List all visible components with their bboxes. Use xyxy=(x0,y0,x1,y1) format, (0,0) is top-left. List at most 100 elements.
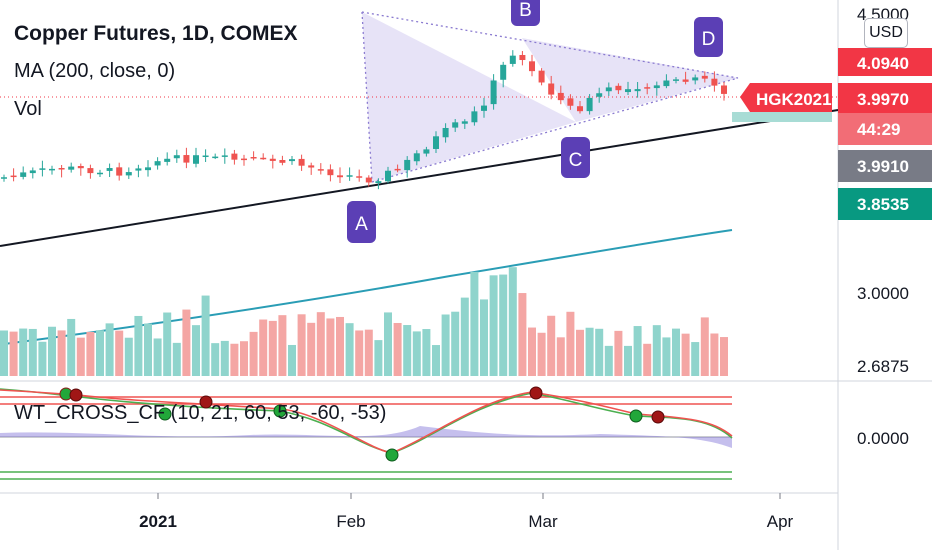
ma-line xyxy=(3,229,733,345)
candle xyxy=(653,85,660,89)
time-tick-2021: 2021 xyxy=(139,512,177,531)
osc-tick-zero: 0.0000 xyxy=(857,429,909,448)
candle xyxy=(289,159,295,162)
volume-bar xyxy=(556,337,565,376)
volume-bar xyxy=(691,342,700,376)
candle xyxy=(577,106,583,112)
volume-bar xyxy=(345,323,354,376)
volume-bar xyxy=(240,341,248,376)
candle xyxy=(375,181,382,184)
candle xyxy=(241,158,247,161)
candle xyxy=(404,159,411,171)
candle xyxy=(145,167,151,171)
volume-bar xyxy=(182,309,191,376)
candle xyxy=(298,158,305,166)
price-tick-2687: 2.6875 xyxy=(857,357,909,376)
currency-button[interactable]: USD xyxy=(864,18,908,48)
candle xyxy=(596,93,603,97)
volume-bar xyxy=(172,342,181,376)
volume-bar xyxy=(547,315,556,376)
volume-bar xyxy=(720,337,728,376)
volume-indicator-label[interactable]: Vol xyxy=(14,98,42,120)
candle xyxy=(212,156,219,159)
volume-bar xyxy=(451,311,460,376)
volume-bar xyxy=(422,329,431,376)
volume-bar xyxy=(384,312,392,376)
candle xyxy=(490,80,497,105)
candle xyxy=(193,155,199,164)
cross-marker-green xyxy=(385,448,399,462)
svg-text:3.9910: 3.9910 xyxy=(857,157,909,176)
pattern-edge-top xyxy=(361,11,739,79)
candle xyxy=(538,70,545,83)
candle xyxy=(413,153,420,162)
candle xyxy=(567,98,574,106)
candle xyxy=(279,159,286,163)
candle xyxy=(68,166,75,170)
candle xyxy=(663,80,670,87)
symbol-tag: HGK2021 xyxy=(740,83,832,112)
pattern-point-d: D xyxy=(694,17,723,57)
svg-text:A: A xyxy=(355,214,368,235)
volume-bar xyxy=(614,330,623,376)
volume-bar xyxy=(67,318,76,376)
candle xyxy=(97,172,103,175)
volume-bar xyxy=(316,312,325,376)
volume-bar xyxy=(278,315,287,376)
candle xyxy=(308,165,315,168)
volume-bar xyxy=(144,323,152,376)
candle xyxy=(154,161,161,166)
svg-text:HGK2021: HGK2021 xyxy=(756,90,832,109)
candle xyxy=(231,153,238,160)
last-price-tag: 3.9970 xyxy=(838,83,932,113)
svg-text:C: C xyxy=(569,150,583,171)
volume-bar xyxy=(508,267,517,376)
candle xyxy=(471,111,478,123)
candle xyxy=(116,167,123,176)
volume-bars xyxy=(0,267,728,376)
candle xyxy=(20,172,27,177)
ma-indicator-label[interactable]: MA (200, close, 0) xyxy=(14,60,176,82)
oscillator-indicator-label[interactable]: WT_CROSS_CF (10, 21, 60, 53, -60, -53) xyxy=(14,402,387,424)
volume-bar xyxy=(393,322,402,376)
candle xyxy=(317,169,324,171)
volume-bar xyxy=(662,337,671,376)
volume-bar xyxy=(86,331,95,376)
volume-bar xyxy=(48,326,56,376)
candle xyxy=(183,155,190,163)
ma-value-tag: 3.8535 xyxy=(838,188,932,220)
candle xyxy=(701,75,708,79)
svg-text:44:29: 44:29 xyxy=(857,120,900,139)
cross-marker-green xyxy=(273,404,287,418)
candle xyxy=(433,136,439,149)
candle xyxy=(356,176,363,178)
time-tick-mar: Mar xyxy=(528,512,558,531)
volume-bar xyxy=(96,330,104,376)
countdown-tag: 44:29 xyxy=(838,113,932,145)
candle xyxy=(365,177,372,183)
candle xyxy=(202,155,209,158)
volume-bar xyxy=(38,341,47,376)
volume-bar xyxy=(297,314,306,376)
volume-bar xyxy=(134,315,143,376)
time-tick-feb: Feb xyxy=(336,512,365,531)
volume-bar xyxy=(585,327,594,376)
volume-bar xyxy=(432,345,440,376)
volume-bar xyxy=(124,337,133,376)
volume-bar xyxy=(105,323,114,376)
candle xyxy=(423,149,430,154)
candle xyxy=(269,158,276,161)
candle xyxy=(442,127,449,138)
pattern-point-b: B xyxy=(511,0,540,26)
volume-bar xyxy=(633,326,642,376)
volume-bar xyxy=(28,328,37,376)
candle xyxy=(29,170,36,174)
volume-bar xyxy=(76,337,85,376)
volume-bar xyxy=(307,322,316,376)
svg-text:D: D xyxy=(702,29,716,50)
candle xyxy=(164,158,171,162)
candle xyxy=(77,166,84,169)
pattern-edge-left xyxy=(361,11,373,183)
volume-bar xyxy=(595,328,604,376)
